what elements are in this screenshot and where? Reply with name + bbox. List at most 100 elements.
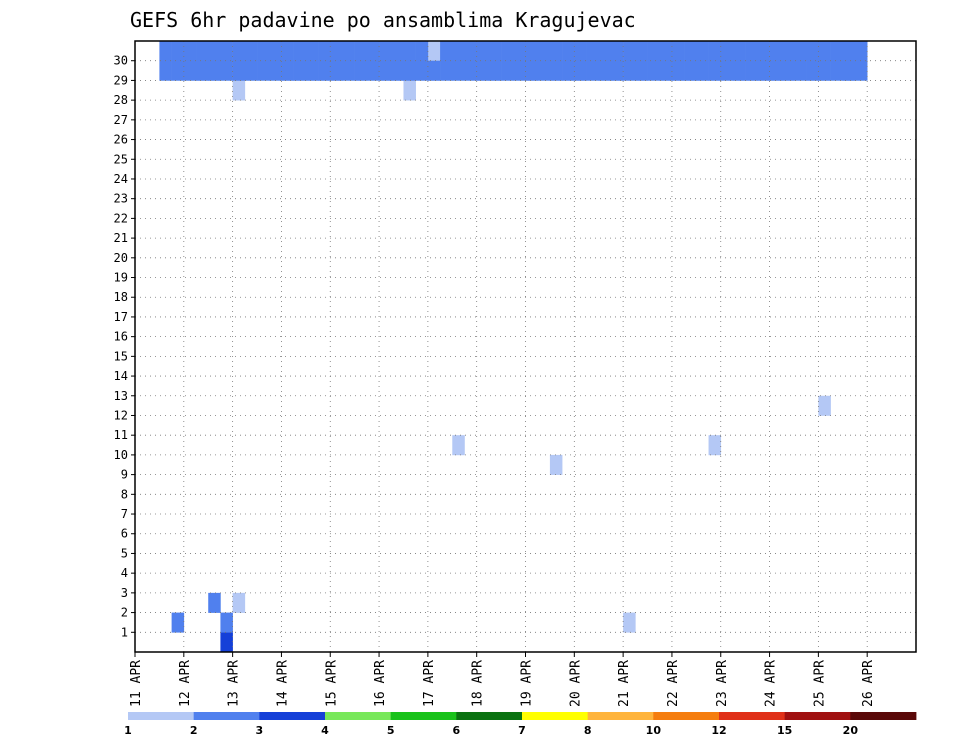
y-tick-label: 14	[114, 369, 128, 383]
precip-cell	[586, 41, 600, 62]
precip-cell	[269, 60, 282, 81]
precip-cell	[647, 60, 661, 81]
precip-cell	[281, 41, 294, 62]
precip-cell	[525, 41, 538, 62]
y-tick-label: 11	[114, 428, 128, 442]
precip-cell	[440, 60, 453, 81]
y-tick-label: 12	[114, 408, 128, 422]
precip-cell	[684, 60, 697, 81]
precip-cell	[183, 41, 197, 62]
precip-cell	[488, 60, 502, 81]
precip-cell	[415, 41, 429, 62]
y-tick-label: 26	[114, 133, 128, 147]
y-tick-label: 29	[114, 73, 128, 87]
precip-cell	[305, 60, 319, 81]
precip-cell	[623, 60, 636, 81]
x-tick-label: 16 APR	[373, 660, 388, 707]
legend-swatch	[456, 712, 523, 720]
precip-cell	[208, 60, 221, 81]
precip-cell	[208, 592, 221, 613]
precip-cell	[513, 60, 526, 81]
precip-cell	[610, 41, 624, 62]
color-legend: 1 2 3 4 5 6 7 8 10 12 15 20	[124, 712, 917, 737]
legend-label: 8	[584, 724, 592, 737]
precip-cell	[452, 435, 465, 456]
precip-cell	[854, 60, 868, 81]
precip-cell	[708, 60, 722, 81]
precip-cell	[549, 41, 563, 62]
precip-cell	[281, 60, 294, 81]
precip-cell	[623, 41, 636, 62]
x-tick-label: 26 APR	[861, 660, 876, 707]
y-tick-label: 8	[121, 487, 128, 501]
precip-cell	[830, 60, 844, 81]
precip-cell	[171, 60, 185, 81]
precip-cell	[232, 60, 246, 81]
legend-label: 6	[453, 724, 461, 737]
precip-cell	[745, 41, 758, 62]
precip-cell	[305, 41, 319, 62]
precip-cell	[403, 41, 416, 62]
precip-cell	[549, 454, 563, 475]
precip-cell	[574, 41, 587, 62]
legend-label: 10	[646, 724, 662, 737]
y-tick-label: 1	[121, 625, 128, 639]
precip-cell	[562, 41, 575, 62]
precip-cell	[769, 41, 783, 62]
precip-cell	[525, 60, 538, 81]
legend-swatch	[784, 712, 851, 720]
precip-cell	[379, 60, 392, 81]
legend-swatch	[390, 712, 457, 720]
x-tick-label: 17 APR	[422, 660, 437, 707]
legend-swatch	[587, 712, 654, 720]
legend-swatch	[128, 712, 195, 720]
precip-cell	[244, 41, 258, 62]
y-tick-label: 23	[114, 192, 128, 206]
precip-cell	[330, 41, 343, 62]
y-tick-label: 2	[121, 606, 128, 620]
legend-swatch	[522, 712, 589, 720]
precip-cell	[488, 41, 502, 62]
precip-cell	[318, 60, 331, 81]
x-tick-label: 14 APR	[275, 660, 290, 707]
precip-cell	[842, 41, 856, 62]
y-tick-label: 9	[121, 468, 128, 482]
grid-layer	[135, 41, 916, 652]
x-tick-label: 12 APR	[178, 660, 193, 707]
precip-cell	[537, 41, 551, 62]
precip-cell	[854, 41, 868, 62]
precip-cell	[196, 60, 209, 81]
precip-cell	[732, 41, 746, 62]
y-tick-label: 18	[114, 290, 128, 304]
precip-cell	[220, 41, 233, 62]
precip-cell	[623, 612, 636, 633]
y-tick-label: 4	[121, 566, 128, 580]
precip-cell	[232, 80, 246, 101]
x-tick-label: 24 APR	[764, 660, 779, 707]
precip-cell	[513, 41, 526, 62]
precip-cell	[196, 41, 209, 62]
y-axis: 1234567891011121314151617181920212223242…	[114, 54, 135, 639]
precip-cell	[159, 60, 172, 81]
precip-cell	[806, 60, 819, 81]
precip-cell	[671, 41, 685, 62]
precip-cell	[720, 41, 734, 62]
y-tick-label: 25	[114, 152, 128, 166]
y-tick-label: 28	[114, 93, 128, 107]
precip-cell	[440, 41, 453, 62]
x-tick-label: 15 APR	[324, 660, 339, 707]
precip-cell	[220, 60, 233, 81]
precip-cell	[232, 41, 246, 62]
precip-cell	[696, 60, 709, 81]
legend-label: 3	[256, 724, 264, 737]
precip-cell	[635, 41, 648, 62]
precip-cell	[647, 41, 661, 62]
precip-cell	[549, 60, 563, 81]
precip-cell	[354, 41, 368, 62]
precip-cell	[757, 60, 770, 81]
precip-cell	[464, 41, 477, 62]
precip-cell	[342, 60, 355, 81]
legend-swatch	[850, 712, 917, 720]
precip-cell	[818, 60, 831, 81]
